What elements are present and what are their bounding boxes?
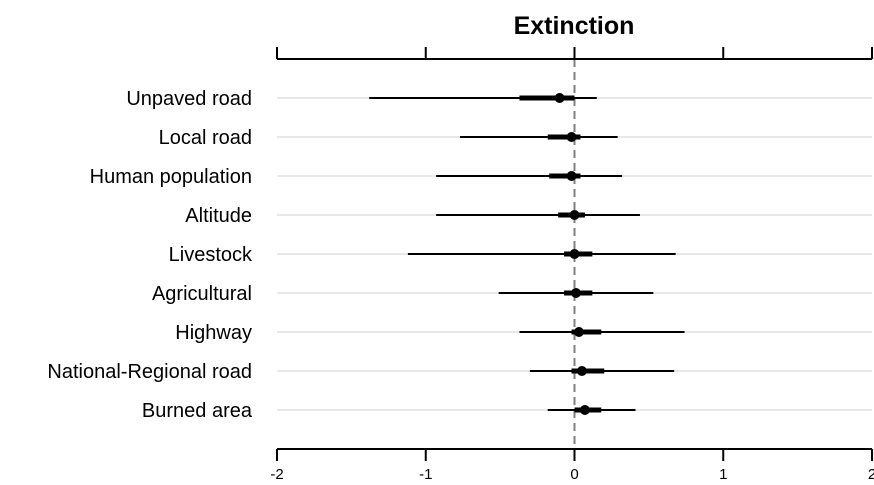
x-tick-label: -2 — [270, 466, 283, 483]
category-label: Burned area — [142, 400, 253, 422]
category-label: Human population — [90, 166, 252, 188]
point-estimate — [576, 366, 587, 376]
point-estimate — [566, 132, 577, 142]
category-label: Altitude — [185, 205, 252, 227]
category-labels: Unpaved road Local road Human population Al… — [47, 88, 253, 422]
axes: -2 -1 0 1 2 — [270, 47, 874, 483]
point-estimate — [579, 405, 590, 415]
category-label: Agricultural — [152, 283, 252, 305]
x-tick-label: -1 — [419, 466, 432, 483]
x-tick-label: 1 — [719, 466, 727, 483]
point-estimate — [554, 93, 565, 103]
x-tick-label: 2 — [868, 466, 874, 483]
category-label: Unpaved road — [126, 88, 252, 110]
point-estimate — [569, 210, 580, 220]
point-estimate — [570, 288, 581, 298]
chart-title: Extinction — [514, 12, 635, 40]
point-estimate — [566, 171, 577, 181]
category-label: Local road — [159, 127, 252, 149]
point-estimate — [573, 327, 584, 337]
category-label: Highway — [175, 322, 252, 344]
category-label: National-Regional road — [47, 361, 252, 383]
category-label: Livestock — [169, 244, 253, 266]
estimate-marks — [369, 93, 685, 415]
point-estimate — [569, 249, 580, 259]
x-tick-label: 0 — [570, 466, 578, 483]
